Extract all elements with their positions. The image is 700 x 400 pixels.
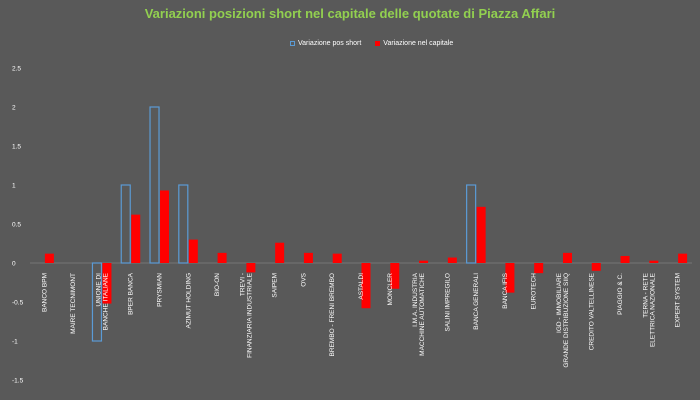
x-category-label: PRYSMIAN bbox=[157, 273, 164, 307]
x-category-label: IGD - IMMOBILIAREGRANDE DISTRIBUZIONE SI… bbox=[556, 272, 570, 367]
y-tick-label: 1 bbox=[12, 183, 16, 190]
bar-capitale bbox=[275, 242, 285, 263]
bar-capitale bbox=[678, 253, 688, 263]
bar-capitale bbox=[534, 263, 544, 274]
bar-capitale bbox=[562, 252, 572, 263]
bar-capitale bbox=[246, 263, 256, 273]
x-category-label: BIO-ON bbox=[214, 273, 221, 296]
bar-capitale bbox=[649, 260, 659, 263]
x-category-label: BANCA IFIS bbox=[502, 272, 509, 308]
y-tick-label: -0.5 bbox=[12, 300, 24, 307]
legend: Variazione pos short Variazione nel capi… bbox=[290, 40, 453, 47]
y-tick-label: -1 bbox=[12, 339, 18, 346]
x-category-label: TERNA - RETEELETTRICA NAZIONALE bbox=[642, 272, 656, 347]
x-category-label: TREVI -FINANZIARIA INDUSTRIALE bbox=[239, 272, 253, 358]
legend-swatch-fill bbox=[375, 41, 381, 46]
chart-title: Variazioni posizioni short nel capitale … bbox=[144, 6, 556, 21]
bar-capitale bbox=[591, 263, 601, 271]
x-category-label: CREDITO VALTELLINESE bbox=[588, 272, 595, 350]
bar-capitale bbox=[160, 190, 170, 263]
bar-capitale bbox=[447, 257, 457, 263]
bar-capitale bbox=[620, 255, 630, 263]
bar-capitale bbox=[44, 253, 54, 263]
legend-swatch-outline bbox=[290, 41, 295, 46]
bar-capitale bbox=[188, 239, 198, 263]
x-category-label: I.M.A. INDUSTRIAMACCHINE AUTOMATICHE bbox=[412, 272, 426, 355]
x-category-label: SALINI IMPREGILO bbox=[444, 273, 451, 332]
bar-capitale bbox=[505, 263, 515, 293]
y-tick-label: 0.5 bbox=[12, 222, 21, 229]
x-category-label: EUROTECH bbox=[531, 273, 538, 310]
bar-capitale bbox=[102, 263, 112, 304]
bar-pos-short bbox=[91, 262, 103, 342]
y-tick-label: 0 bbox=[12, 261, 16, 268]
legend-item-capitale: Variazione nel capitale bbox=[375, 40, 453, 47]
bar-capitale bbox=[217, 252, 227, 263]
bar-capitale bbox=[390, 263, 400, 289]
bar-capitale bbox=[476, 206, 486, 263]
bar-capitale bbox=[332, 253, 342, 263]
bar-capitale bbox=[303, 252, 313, 263]
x-category-label: BANCA GENERALI bbox=[473, 273, 480, 330]
legend-label-short: Variazione pos short bbox=[298, 40, 362, 47]
x-category-label: OVS bbox=[300, 272, 307, 286]
x-category-label: SAIPEM bbox=[272, 273, 279, 298]
x-category-label: MONCLER bbox=[387, 273, 394, 306]
bar-pos-short bbox=[120, 184, 131, 264]
y-tick-label: 2 bbox=[12, 105, 16, 112]
x-category-label: EXPERT SYSTEM bbox=[675, 273, 682, 327]
x-category-label: AZIMUT HOLDING bbox=[185, 273, 192, 329]
bar-capitale bbox=[131, 214, 141, 263]
x-category-label: UNIONE DIBANCHE ITALIANE bbox=[95, 272, 109, 330]
bar-capitale bbox=[419, 260, 429, 263]
x-category-label: BPER BANCA bbox=[128, 272, 135, 315]
bar-capitale bbox=[361, 263, 371, 309]
y-tick-label: -1.5 bbox=[12, 378, 24, 385]
x-category-label: BREMBO - FRENI BREMBO bbox=[329, 273, 336, 356]
x-category-label: ASTALDI bbox=[358, 273, 365, 300]
bar-pos-short bbox=[178, 184, 189, 264]
x-category-label: BANCO BPM bbox=[41, 273, 48, 312]
x-category-label: PIAGGIO & C. bbox=[617, 273, 624, 315]
bar-pos-short bbox=[149, 106, 160, 264]
bar-pos-short bbox=[466, 184, 477, 264]
x-category-label: MAIRE TECNIMONT bbox=[70, 273, 77, 334]
y-tick-label: 1.5 bbox=[12, 144, 21, 151]
legend-item-short: Variazione pos short bbox=[290, 40, 361, 47]
y-tick-label: 2.5 bbox=[12, 66, 21, 73]
legend-label-capitale: Variazione nel capitale bbox=[383, 40, 454, 47]
